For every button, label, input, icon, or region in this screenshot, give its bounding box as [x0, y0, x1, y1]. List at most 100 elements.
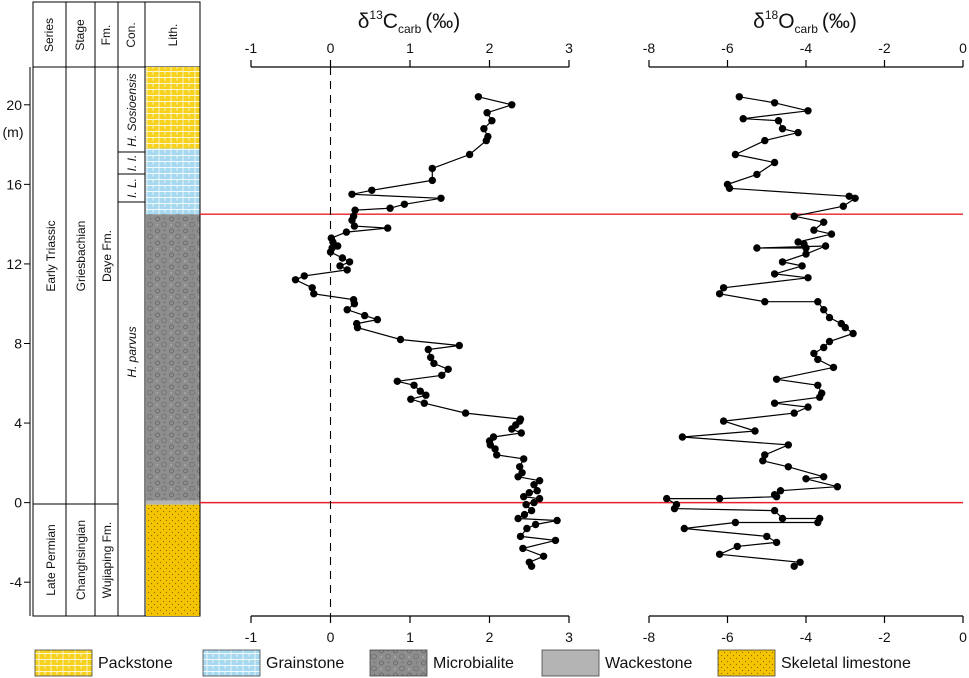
data-point	[829, 363, 838, 372]
data-point	[810, 226, 818, 234]
x-tick-label: -6	[721, 629, 734, 645]
x-tick-label: -2	[878, 629, 891, 645]
data-point	[731, 518, 740, 527]
depth-tick-label: 8	[14, 335, 22, 351]
chart-d18o: δ18Ocarb (‰) -8 -6 -4 -2 0 -8 -6 -4 -2 0	[643, 8, 967, 645]
data-point	[493, 451, 501, 459]
data-point	[663, 494, 671, 503]
data-point	[790, 562, 798, 570]
data-point	[351, 206, 359, 214]
lithology-unit	[146, 504, 200, 616]
chart-d13c-title: δ13Ccarb (‰)	[358, 8, 461, 36]
data-point	[820, 343, 828, 352]
data-point	[794, 128, 802, 137]
data-point	[770, 399, 779, 407]
formation-wujiaping: Wujiaping Fm.	[100, 522, 114, 598]
legend-swatch-pack	[34, 649, 93, 677]
data-point	[751, 427, 759, 435]
data-point	[753, 244, 761, 252]
legend-label: Wackestone	[605, 655, 693, 672]
data-point	[338, 254, 347, 262]
header-conodont: Con.	[124, 22, 138, 47]
x-tick-label: 0	[327, 629, 335, 645]
data-point	[424, 345, 432, 354]
x-tick-label: -8	[643, 629, 656, 645]
title-isotope: 13	[369, 8, 383, 22]
data-point	[438, 371, 446, 379]
data-point	[833, 483, 842, 491]
data-point	[802, 244, 810, 252]
data-point	[516, 532, 525, 541]
data-point	[761, 136, 769, 145]
legend-label: Microbialite	[433, 655, 514, 672]
data-point	[715, 494, 724, 503]
data-point	[361, 311, 369, 320]
data-point	[400, 200, 409, 208]
stage-changhsingian: Changhsingian	[74, 520, 88, 600]
data-point	[350, 300, 359, 308]
zone-i-i: I. I.	[125, 155, 139, 172]
data-point	[488, 117, 496, 125]
title-element: O	[778, 10, 794, 33]
data-point	[353, 323, 362, 332]
depth-tick-label: -4	[10, 574, 23, 590]
x-tick-label: -4	[800, 40, 813, 56]
data-point	[841, 323, 849, 332]
data-point	[520, 455, 528, 463]
data-point	[483, 109, 491, 117]
depth-tick-label: 16	[6, 176, 22, 192]
title-subscript: carb	[795, 22, 819, 36]
data-point	[535, 477, 544, 485]
header-stage: Stage	[73, 19, 87, 51]
data-point	[308, 284, 316, 292]
data-point	[491, 445, 499, 453]
data-point	[519, 544, 527, 553]
data-point	[725, 184, 734, 192]
data-point	[770, 99, 779, 107]
title-unit: (‰)	[425, 10, 460, 33]
data-point	[373, 315, 382, 324]
data-point	[300, 272, 308, 280]
data-point	[348, 216, 356, 224]
data-point	[527, 562, 536, 570]
data-point	[761, 298, 769, 306]
chart-d18o-title: δ18Ocarb (‰)	[753, 8, 857, 36]
depth-tick-label: 4	[14, 415, 22, 431]
data-point	[790, 409, 798, 417]
x-tick-label: 0	[959, 629, 967, 645]
data-point	[839, 202, 847, 210]
data-point	[422, 391, 430, 399]
data-point	[551, 536, 560, 545]
data-point	[416, 387, 424, 395]
data-point	[535, 494, 544, 503]
data-point	[427, 353, 435, 362]
legend-swatch-wacke	[541, 649, 600, 677]
data-point	[430, 359, 438, 368]
data-point	[343, 266, 351, 274]
x-tick-label: 0	[959, 40, 967, 56]
data-point	[739, 115, 747, 123]
data-point	[814, 381, 822, 389]
data-point	[715, 550, 724, 558]
data-point	[820, 473, 828, 481]
data-point	[784, 463, 792, 471]
data-point	[348, 190, 356, 198]
data-point	[516, 463, 524, 471]
x-tick-label: 1	[406, 40, 414, 56]
data-point	[326, 248, 335, 256]
data-point	[455, 341, 463, 350]
data-point	[814, 355, 822, 364]
data-point	[804, 274, 812, 282]
data-point	[763, 532, 771, 541]
data-point	[514, 473, 522, 481]
title-element: C	[383, 10, 398, 33]
legend-label: Skeletal limestone	[781, 655, 911, 672]
data-point	[680, 524, 688, 533]
data-point	[770, 506, 779, 515]
data-point	[772, 375, 781, 383]
data-point	[735, 93, 743, 101]
data-point	[531, 520, 540, 529]
data-point	[776, 487, 785, 495]
legend-swatch-micro	[369, 649, 428, 677]
